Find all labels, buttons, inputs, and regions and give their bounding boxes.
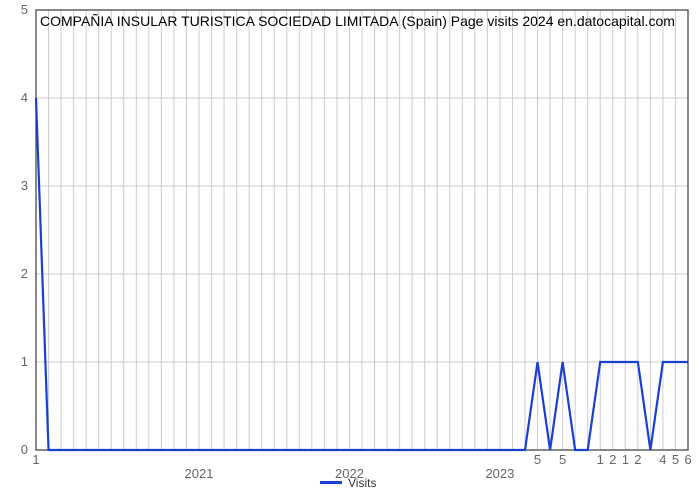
x-point-label: 5	[672, 452, 679, 467]
x-point-label: 5	[559, 452, 566, 467]
x-point-label: 2	[634, 452, 641, 467]
x-point-label: 5	[534, 452, 541, 467]
y-tick-label: 0	[21, 442, 28, 457]
x-point-label: 2	[609, 452, 616, 467]
y-tick-label: 3	[21, 178, 28, 193]
x-point-label: 4	[659, 452, 666, 467]
visits-chart: 0123452021202220231551212456COMPAÑIA INS…	[0, 0, 700, 500]
x-year-label: 2023	[485, 466, 514, 481]
y-tick-label: 5	[21, 2, 28, 17]
legend-swatch	[320, 481, 342, 484]
legend-label: Visits	[348, 476, 376, 490]
x-point-label: 1	[622, 452, 629, 467]
y-tick-label: 4	[21, 90, 28, 105]
x-point-label: 1	[597, 452, 604, 467]
x-point-label: 1	[32, 452, 39, 467]
chart-title: COMPAÑIA INSULAR TURISTICA SOCIEDAD LIMI…	[40, 13, 675, 29]
x-point-label: 6	[684, 452, 691, 467]
x-year-label: 2021	[185, 466, 214, 481]
chart-container: 0123452021202220231551212456COMPAÑIA INS…	[0, 0, 700, 500]
y-tick-label: 1	[21, 354, 28, 369]
y-tick-label: 2	[21, 266, 28, 281]
